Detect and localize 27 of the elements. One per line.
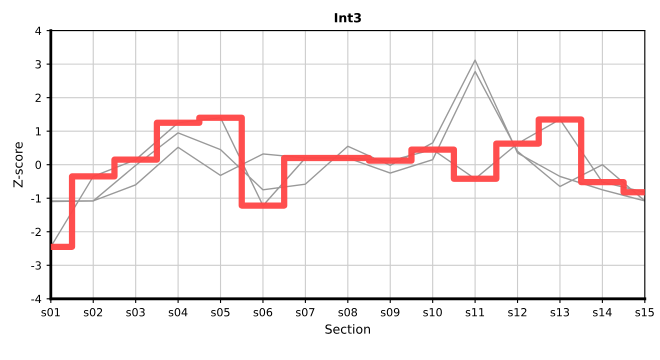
y-axis-title: Z-score	[13, 142, 23, 188]
x-tick-label: s04	[168, 308, 188, 316]
y-tick-label: 0	[35, 160, 42, 170]
chart-title: Int3	[334, 12, 361, 22]
x-tick-label: s12	[508, 308, 526, 316]
x-tick-label: s07	[296, 308, 314, 316]
y-tick-label: -3	[31, 261, 41, 270]
y-tick-label: 4	[35, 26, 42, 35]
y-tick-label: -1	[31, 194, 41, 202]
x-tick-label: s02	[84, 308, 102, 316]
x-tick-label: s09	[380, 308, 400, 316]
x-tick-label: s13	[550, 308, 570, 316]
y-tick-label: 3	[36, 60, 41, 69]
y-tick-label: -4	[31, 294, 42, 304]
x-tick-label: s05	[211, 308, 230, 316]
x-tick-label: s15	[635, 308, 654, 316]
x-axis-title: Section	[325, 324, 370, 334]
x-tick-label: s01	[41, 308, 60, 316]
x-tick-label: s14	[593, 308, 612, 316]
x-tick-label: s06	[254, 308, 272, 316]
x-tick-label: s03	[126, 308, 145, 316]
y-tick-label: -2	[31, 228, 41, 236]
x-tick-label: s10	[423, 308, 442, 316]
x-tick-label: s08	[338, 308, 358, 316]
x-tick-label: s11	[466, 308, 484, 316]
y-tick-label: 2	[36, 94, 41, 102]
y-tick-label: 1	[36, 127, 41, 136]
